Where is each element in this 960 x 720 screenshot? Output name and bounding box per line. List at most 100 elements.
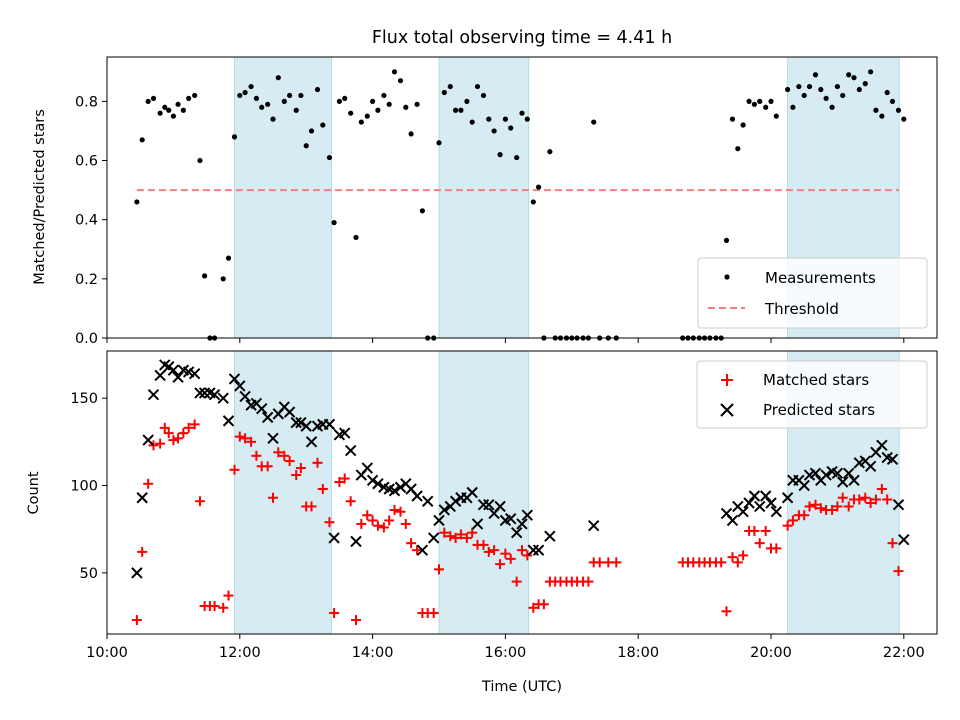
- predicted-stars-point: [820, 469, 832, 481]
- matched-stars-point: [450, 532, 461, 543]
- measurement-point: [381, 92, 387, 99]
- measurement-point: [237, 92, 243, 99]
- predicted-stars-point: [527, 544, 539, 556]
- measurement-point: [536, 184, 542, 190]
- predicted-stars-point: [416, 544, 429, 556]
- predicted-stars-point: [261, 411, 274, 424]
- predicted-stars-point: [366, 474, 379, 486]
- threshold-legend-label: Threshold: [764, 300, 839, 318]
- measurement-point: [469, 119, 475, 125]
- matched-stars-point: [334, 477, 345, 488]
- measurement-point: [265, 101, 271, 107]
- predicted-stars-point: [842, 467, 855, 479]
- top-axes-frame: [106, 56, 938, 339]
- bottom-y-axis: 50 100 150: [70, 391, 107, 582]
- bottom-x-axis: 10:00 12:00 14:00 16:00 18:00 20:00 22:00: [86, 634, 925, 661]
- predicted-stars-point: [339, 427, 351, 439]
- predicted-stars-point: [743, 497, 755, 509]
- matched-stars-legend-marker: [721, 374, 733, 386]
- measurement-point: [192, 92, 198, 99]
- matched-stars-point: [478, 539, 489, 550]
- measurement-point: [834, 83, 841, 90]
- predicted-stars-point: [154, 369, 166, 382]
- matched-stars-point: [317, 484, 328, 495]
- matched-stars-point: [754, 538, 765, 549]
- measurement-point: [474, 83, 481, 90]
- matched-stars-legend-label: Matched stars: [763, 371, 869, 389]
- predicted-stars-point: [516, 518, 528, 530]
- predicted-stars-point: [283, 406, 296, 418]
- shaded-interval: [438, 56, 530, 339]
- predicted-stars-point: [770, 506, 783, 518]
- matched-stars-point: [389, 504, 400, 515]
- matched-stars-point: [240, 433, 251, 444]
- measurement-point: [397, 78, 404, 84]
- top-legend-box: [697, 257, 928, 329]
- measurement-point: [773, 113, 779, 119]
- measurement-point: [785, 86, 791, 93]
- matched-stars-point: [439, 527, 450, 538]
- measurement-point: [342, 95, 348, 102]
- matched-stars-point: [832, 501, 843, 512]
- measurement-point: [293, 107, 299, 113]
- measurement-point: [829, 104, 835, 110]
- predicted-stars-point: [394, 481, 407, 493]
- measurement-point: [818, 86, 824, 93]
- predicted-stars-point: [748, 490, 761, 502]
- measurement-point: [270, 116, 276, 122]
- predicted-stars-point: [588, 519, 600, 532]
- predicted-stars-point: [300, 420, 312, 432]
- matched-stars-point: [163, 428, 174, 439]
- measurement-point: [358, 119, 364, 125]
- measurement-point: [287, 92, 293, 99]
- matched-stars-point: [771, 543, 782, 554]
- shaded-interval: [438, 350, 530, 635]
- matched-stars-point: [782, 520, 793, 531]
- matched-stars-point: [882, 494, 893, 505]
- matched-stars-point: [810, 499, 821, 510]
- measurement-point: [326, 154, 333, 161]
- predicted-stars-point: [886, 453, 899, 466]
- matched-stars-point: [183, 422, 194, 433]
- matched-stars-point: [893, 566, 904, 577]
- matched-stars-point: [295, 463, 306, 474]
- x-tick-label: 10:00: [86, 645, 128, 661]
- measurement-point: [458, 107, 464, 113]
- measurement-point: [862, 81, 868, 87]
- matched-stars-point: [887, 538, 898, 549]
- measurement-point: [220, 276, 226, 282]
- top-y-tick-label: 0.0: [75, 331, 98, 347]
- matched-stars-point: [815, 503, 826, 514]
- matched-stars-point: [461, 532, 472, 543]
- shaded-interval: [233, 56, 332, 339]
- predicted-stars-legend-label: Predicted stars: [763, 401, 875, 419]
- matched-stars-point: [517, 545, 527, 556]
- bottom-y-tick-label: 150: [70, 391, 98, 407]
- predicted-stars-point: [737, 506, 749, 518]
- predicted-stars-point: [510, 526, 523, 539]
- x-tick-label: 22:00: [883, 645, 925, 661]
- predicted-stars-point: [388, 485, 401, 497]
- measurement-point: [757, 98, 763, 104]
- matched-stars-point: [306, 501, 317, 512]
- measurement-point: [735, 146, 741, 152]
- measurement-point: [364, 113, 370, 119]
- measurement-point: [386, 101, 392, 107]
- matched-stars-point: [787, 515, 798, 526]
- top-y-axis-label: Matched/Predicted stars: [32, 109, 48, 285]
- matched-stars-point: [876, 484, 887, 495]
- predicted-stars-point: [532, 544, 545, 556]
- predicted-stars-point: [433, 514, 445, 527]
- matched-stars-point: [279, 450, 290, 461]
- matched-stars-point: [273, 447, 284, 458]
- measurement-point: [740, 122, 746, 128]
- measurement-point: [259, 104, 265, 110]
- predicted-stars-point: [267, 432, 279, 445]
- top-y-axis: 0.0 0.2 0.4 0.6 0.8: [75, 94, 107, 347]
- measurement-point: [303, 143, 309, 149]
- matched-stars-point: [583, 576, 594, 587]
- measurement-point: [308, 128, 315, 134]
- matched-stars-point: [284, 456, 295, 467]
- predicted-stars-point: [328, 532, 340, 544]
- matched-stars-point: [511, 576, 522, 587]
